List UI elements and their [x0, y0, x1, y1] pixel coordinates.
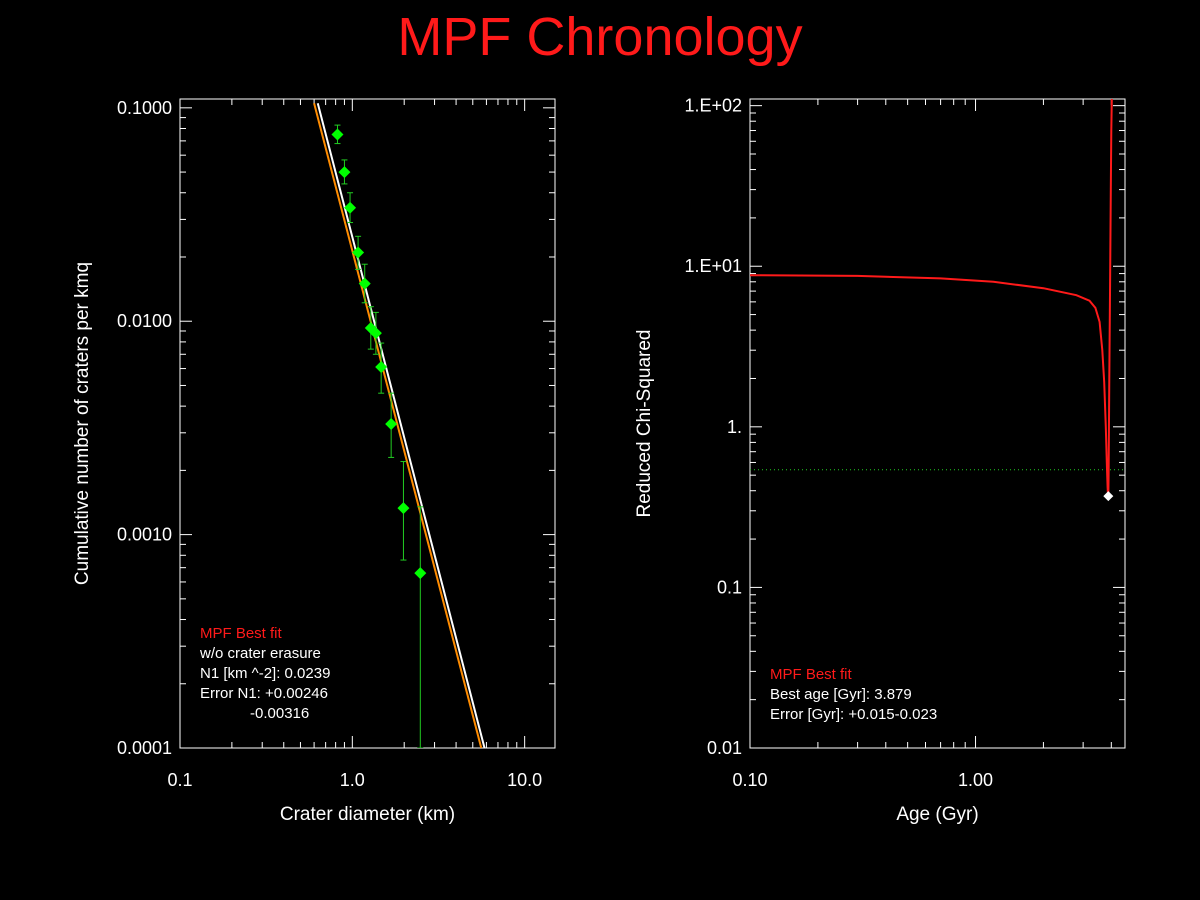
right-x-tick-label: 0.10: [732, 770, 767, 790]
data-point: [331, 128, 344, 141]
chi-squared-curve: [750, 99, 1113, 499]
right-y-axis-label: Reduced Chi-Squared: [634, 329, 655, 517]
right-x-axis-label: Age (Gyr): [896, 804, 978, 825]
left-x-tick-label: 1.0: [340, 770, 365, 790]
right-annotation-line: Best age [Gyr]: 3.879: [770, 686, 912, 703]
data-point: [397, 502, 410, 515]
left-plot-frame: [179, 98, 556, 749]
right-annotation-title: MPF Best fit: [770, 666, 853, 683]
right-y-tick-label: 1.: [727, 417, 742, 437]
data-point: [375, 361, 388, 374]
left-annotation-line: -0.00316: [200, 705, 309, 722]
data-point: [338, 166, 351, 179]
left-x-tick-label: 10.0: [507, 770, 542, 790]
left-annotation-title: MPF Best fit: [200, 625, 283, 642]
data-point: [414, 567, 427, 580]
chi-squared-age-plot: 0.10 1.00 1.E+02 1.E+01 1. 0.1 0.01 Age (Gyr) Re…: [634, 96, 1126, 825]
right-plot-frame: [749, 98, 1126, 749]
fit-line-white: [316, 103, 486, 748]
right-annotation-line: Error [Gyr]: +0.015-0.023: [770, 706, 937, 723]
left-x-tick-label: 0.1: [167, 770, 192, 790]
crater-size-frequency-plot: 0.1 1.0 10.0 0.1000 0.0100 0.0010 0.0001 Crater…: [72, 98, 556, 825]
left-y-tick-label: 0.0010: [117, 525, 172, 545]
right-y-tick-label: 0.1: [717, 577, 742, 597]
left-y-axis-label: Cumulative number of craters per kmq: [72, 262, 93, 585]
data-point: [358, 277, 371, 290]
right-y-tick-label: 1.E+02: [684, 96, 742, 116]
left-y-tick-label: 0.1000: [117, 98, 172, 118]
right-y-tick-label: 1.E+01: [684, 256, 742, 276]
left-y-tick-label: 0.0100: [117, 311, 172, 331]
right-plot-area: [750, 99, 1125, 502]
data-point: [369, 327, 382, 340]
left-annotation-line: w/o crater erasure: [199, 645, 321, 662]
left-annotation-line: Error N1: +0.00246: [200, 685, 328, 702]
right-x-tick-label: 1.00: [958, 770, 993, 790]
data-point: [385, 417, 398, 430]
left-plot-area: [313, 103, 486, 748]
left-annotation-line: N1 [km ^-2]: 0.0239: [200, 665, 330, 682]
right-y-tick-label: 0.01: [707, 738, 742, 758]
data-point: [344, 201, 357, 214]
left-y-tick-label: 0.0001: [117, 738, 172, 758]
data-point: [352, 246, 365, 259]
fit-line-orange: [313, 103, 483, 748]
left-x-axis-label: Crater diameter (km): [280, 804, 455, 825]
best-age-point: [1103, 491, 1114, 502]
page-title: MPF Chronology: [397, 7, 803, 67]
